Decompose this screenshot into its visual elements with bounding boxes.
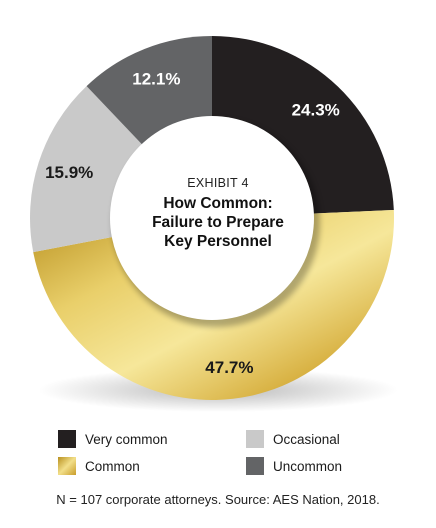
legend-item-very-common: Very common [58,430,168,448]
value-label-very-common: 24.3% [292,101,340,120]
legend-item-uncommon: Uncommon [246,457,342,475]
value-label-common: 47.7% [205,358,253,377]
chart-footnote: N = 107 corporate attorneys. Source: AES… [56,492,380,507]
value-labels-group: 24.3% 47.7% 15.9% 12.1% [45,70,340,377]
chart-title-line-3: Key Personnel [164,233,272,250]
chart-legend: Very common Occasional Common Uncommon [58,430,388,480]
legend-swatch-very-common [58,430,76,448]
chart-title-line-1: How Common: [163,195,273,212]
chart-subtitle: EXHIBIT 4 [187,176,249,190]
value-label-uncommon: 12.1% [132,70,180,89]
legend-label-uncommon: Uncommon [273,458,343,474]
donut-chart: 24.3% 47.7% 15.9% 12.1% [30,36,398,412]
legend-item-common: Common [58,457,140,475]
legend-label-occasional: Occasional [273,431,340,447]
legend-swatch-common [58,457,76,475]
legend-swatch-occasional [246,430,264,448]
chart-center-title: EXHIBIT 4 How Common: Failure to Prepare… [118,176,318,251]
donut-hole [110,116,314,320]
chart-title-line-2: Failure to Prepare [152,214,284,231]
legend-label-common: Common [85,458,140,474]
legend-swatch-uncommon [246,457,264,475]
chart-title: How Common: Failure to Prepare Key Perso… [118,194,318,251]
legend-label-very-common: Very common [85,431,168,447]
legend-item-occasional: Occasional [246,430,340,448]
value-label-occasional: 15.9% [45,163,93,182]
